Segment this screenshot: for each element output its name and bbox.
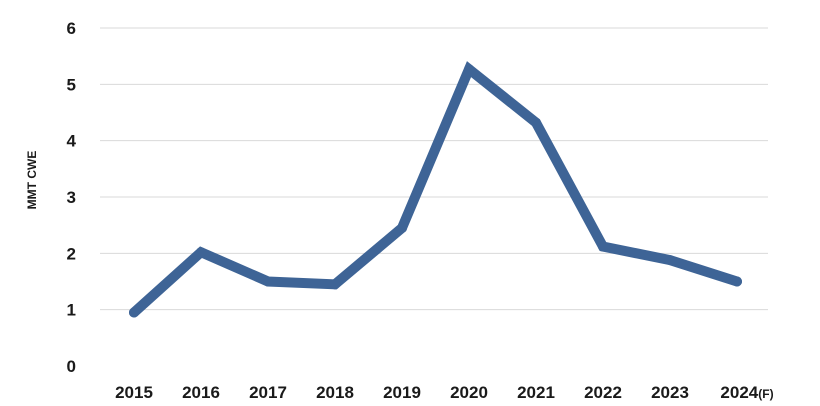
x-tick-label: 2024(F) (720, 383, 773, 402)
gridlines (100, 27, 768, 311)
series-layer (129, 61, 742, 318)
x-tick-suffix: (F) (758, 387, 773, 401)
x-tick-label: 2019 (383, 383, 421, 402)
data-point (397, 222, 407, 233)
data-point (464, 64, 474, 75)
data-point (732, 276, 742, 287)
x-tick-label: 2017 (249, 383, 287, 402)
series-line (129, 61, 742, 318)
y-axis-ticks: 0 1 2 3 4 5 6 (67, 19, 77, 376)
x-tick-label: 2020 (450, 383, 488, 402)
x-tick-label: 2015 (115, 383, 153, 402)
y-tick-label: 5 (67, 75, 76, 94)
data-point (330, 279, 340, 290)
y-axis-title: MMT CWE (25, 151, 39, 210)
data-point (665, 255, 675, 266)
x-tick-label: 2021 (517, 383, 555, 402)
x-axis-ticks: 2015 2016 2017 2018 2019 2020 2021 2022 2023 2024… (115, 383, 773, 402)
y-tick-label: 4 (67, 132, 77, 151)
x-tick-label: 2016 (182, 383, 220, 402)
x-tick-label: 2022 (584, 383, 622, 402)
y-tick-label: 2 (67, 244, 76, 263)
data-point (196, 247, 206, 258)
y-tick-label: 0 (67, 357, 76, 376)
x-tick-label: 2023 (651, 383, 689, 402)
data-point (598, 241, 608, 252)
data-point (263, 276, 273, 287)
x-tick-label: 2018 (316, 383, 354, 402)
y-tick-label: 3 (67, 188, 76, 207)
y-tick-label: 1 (67, 301, 76, 320)
data-point (531, 117, 541, 128)
data-point (129, 307, 139, 318)
y-tick-label: 6 (67, 19, 76, 38)
